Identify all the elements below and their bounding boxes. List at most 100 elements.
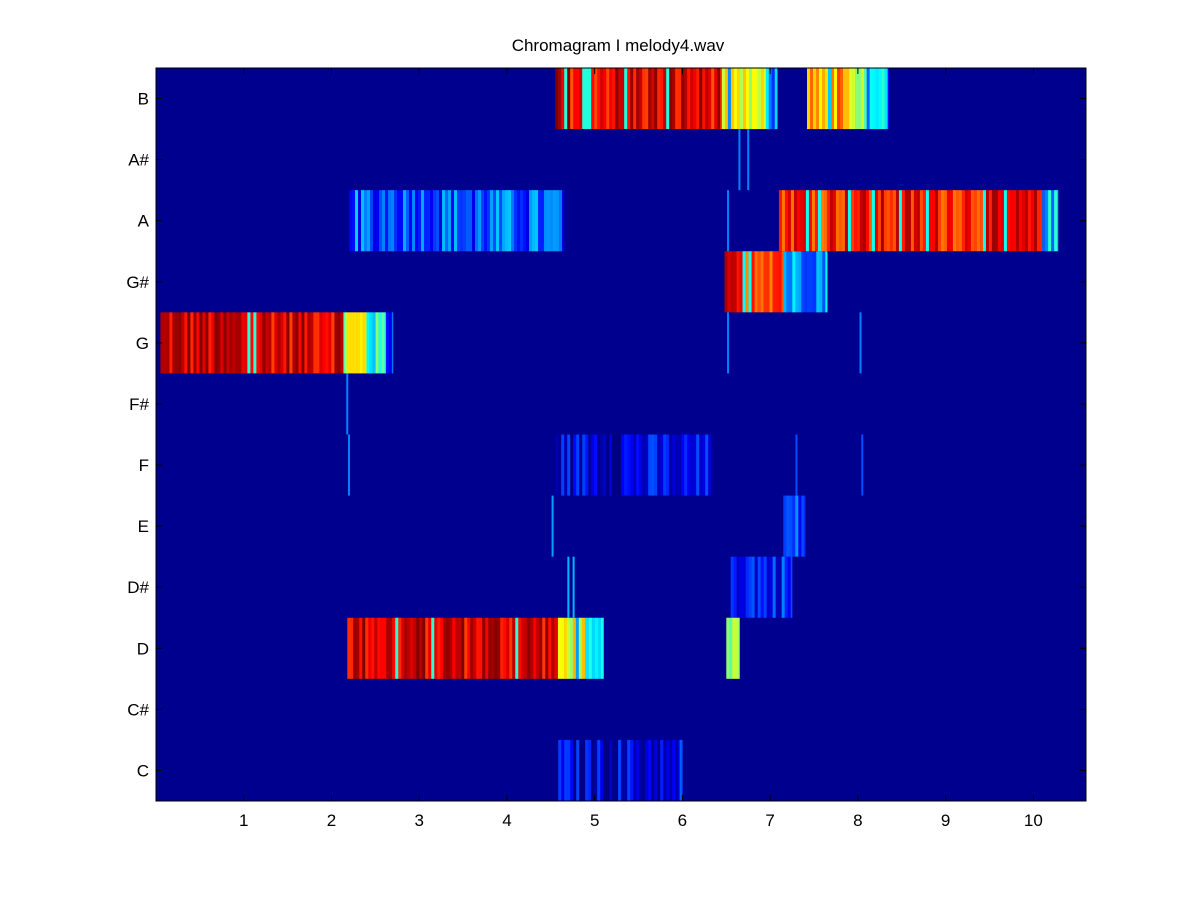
heatmap-cell (220, 312, 224, 374)
heatmap-cell (421, 190, 425, 252)
heatmap-cell (681, 68, 685, 130)
heatmap-cell (416, 617, 420, 679)
heatmap-cell (564, 739, 568, 801)
heatmap-cell (229, 312, 233, 374)
heatmap-cell (609, 434, 613, 496)
heatmap-cell (485, 617, 489, 679)
heatmap-cell (494, 617, 498, 679)
heatmap-cell (443, 617, 447, 679)
heatmap-cell (636, 434, 640, 496)
heatmap-cell (603, 739, 607, 801)
heatmap-cell (400, 190, 404, 252)
heatmap-cell (849, 68, 853, 130)
heatmap-cell (184, 312, 188, 374)
heatmap-segment-gsharp-14 (724, 251, 784, 313)
heatmap-cell (880, 190, 885, 252)
heatmap-cell (745, 251, 749, 313)
heatmap-cell (1000, 190, 1005, 252)
heatmap-cell (811, 190, 816, 252)
heatmap-cell (175, 312, 179, 374)
x-tick-label-1: 1 (239, 811, 248, 830)
heatmap-cell (666, 68, 670, 130)
heatmap-cell (687, 434, 691, 496)
heatmap-cell (862, 190, 867, 252)
heatmap-cell (544, 190, 548, 252)
heatmap-cell (259, 312, 263, 374)
heatmap-cell (1015, 190, 1020, 252)
heatmap-cell (958, 190, 963, 252)
heatmap-cell (660, 739, 664, 801)
heatmap-cell (733, 251, 737, 313)
heatmap-cell (449, 617, 453, 679)
heatmap-cell (901, 190, 906, 252)
heatmap-cell (789, 495, 793, 557)
heatmap-cell (925, 190, 930, 252)
heatmap-cell (422, 617, 426, 679)
heatmap-cell (463, 190, 467, 252)
heatmap-cell (322, 312, 326, 374)
heatmap-cell (736, 251, 740, 313)
heatmap-cell (702, 434, 706, 496)
heatmap-cell (754, 68, 759, 130)
heatmap-cell (250, 312, 254, 374)
heatmap-cell (211, 312, 215, 374)
heatmap-cell (347, 617, 351, 679)
heatmap-cell (340, 312, 344, 374)
heatmap-cell (630, 739, 634, 801)
heatmap-cell (792, 495, 796, 557)
heatmap-cell (705, 434, 709, 496)
heatmap-cell (967, 190, 972, 252)
heatmap-cell (579, 434, 583, 496)
heatmap-cell (472, 190, 476, 252)
heatmap-cell (757, 251, 761, 313)
heatmap-cell (624, 68, 628, 130)
heatmap-cell (538, 190, 542, 252)
heatmap-cell (736, 556, 740, 618)
heatmap-spike-8 (859, 312, 862, 374)
heatmap-cell (334, 312, 338, 374)
heatmap-cell (994, 190, 999, 252)
heatmap-cell (579, 739, 583, 801)
heatmap-cell (280, 312, 284, 374)
heatmap-cell (476, 617, 480, 679)
heatmap-cell (440, 617, 444, 679)
heatmap-cell (555, 739, 559, 801)
heatmap-cell (514, 190, 518, 252)
axes-frame (155, 67, 1087, 802)
heatmap-segment-d-20 (726, 617, 740, 679)
heatmap-cell (362, 617, 366, 679)
heatmap-cell (434, 617, 438, 679)
heatmap-cell (816, 251, 820, 313)
heatmap-cell (819, 251, 823, 313)
heatmap-cell (241, 312, 245, 374)
heatmap-cell (690, 68, 694, 130)
heatmap-cell (838, 190, 843, 252)
heatmap-cell (475, 190, 479, 252)
heatmap-cell (262, 312, 266, 374)
heatmap-cell (448, 190, 452, 252)
heatmap-cell (790, 556, 793, 618)
heatmap-cell (787, 190, 792, 252)
heatmap-cell (663, 739, 667, 801)
heatmap-cell (784, 556, 788, 618)
heatmap-cell (1024, 190, 1029, 252)
heatmap-cell (730, 68, 735, 130)
heatmap-cell (578, 617, 583, 679)
heatmap-cell (424, 190, 428, 252)
heatmap-cell (232, 312, 236, 374)
heatmap-cell (675, 739, 679, 801)
heatmap-cell (573, 68, 577, 130)
heatmap-cell (858, 68, 862, 130)
heatmap-cell (575, 617, 580, 679)
heatmap-cell (473, 617, 477, 679)
heatmap-cell (856, 190, 861, 252)
heatmap-cell (847, 190, 852, 252)
chart-title: Chromagram I melody4.wav (512, 36, 725, 55)
heatmap-cell (798, 495, 802, 557)
heatmap-cell (362, 312, 366, 374)
heatmap-cell (572, 617, 577, 679)
heatmap-cell (766, 556, 770, 618)
heatmap-cell (886, 190, 891, 252)
heatmap-cell (372, 312, 376, 374)
heatmap-cell (451, 190, 455, 252)
